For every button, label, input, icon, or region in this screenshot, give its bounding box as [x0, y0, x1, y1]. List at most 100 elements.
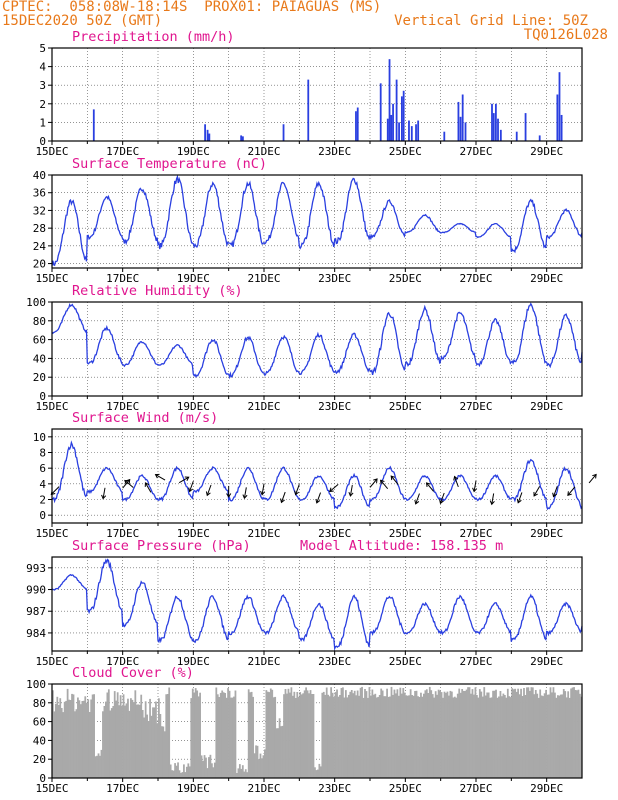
cloud-bar: [509, 697, 512, 778]
cloud-bar: [423, 693, 425, 778]
precip-bar: [379, 83, 382, 141]
plot-frame: [51, 47, 583, 142]
wind-arrow: [242, 487, 248, 500]
cloud-bar: [90, 699, 93, 778]
cloud-bar: [265, 690, 268, 778]
cloud-bar: [185, 766, 188, 778]
cloud-bar: [415, 690, 418, 778]
cloud-bar: [365, 691, 368, 778]
cloud-bar: [203, 755, 206, 778]
cloud-bar: [305, 687, 307, 778]
cloud-bar: [146, 714, 148, 778]
cloud-bar: [502, 693, 505, 778]
x-tick-label: 17DEC: [106, 655, 139, 668]
wind-arrow: [144, 482, 152, 493]
cloud-bar: [384, 696, 387, 778]
y-tick-label: 60: [33, 716, 46, 729]
panel-title: Surface Wind (m/s): [72, 410, 218, 426]
cloud-bar: [158, 698, 160, 778]
precip-bar: [408, 120, 410, 141]
cloud-bar: [464, 691, 466, 778]
precip-bar: [355, 111, 357, 141]
x-tick-label: 29DEC: [530, 782, 563, 795]
cloud-bar: [54, 704, 57, 778]
cloud-bar: [536, 693, 539, 778]
plot-frame: [51, 683, 583, 779]
cloud-bar: [171, 770, 174, 778]
cloud-bar: [400, 693, 403, 778]
cloud-bar: [467, 687, 469, 778]
cloud-bar: [529, 690, 531, 778]
precip-bar: [410, 126, 413, 141]
cloud-bar: [197, 696, 200, 778]
cloud-bar: [230, 697, 232, 778]
cloud-bar: [533, 694, 536, 778]
cloud-bar: [271, 689, 274, 778]
cloud-bar: [221, 690, 224, 778]
cloud-bar: [69, 700, 72, 778]
cloud-bar: [262, 755, 265, 778]
x-tick-label: 27DEC: [459, 400, 492, 413]
wind-arrow: [124, 479, 134, 488]
cloud-bar: [156, 723, 159, 778]
y-tick-label: 80: [33, 697, 46, 710]
series-line: [51, 302, 583, 380]
wind-arrow: [414, 493, 420, 505]
cloud-bar: [193, 692, 196, 778]
cloud-bar: [325, 687, 328, 778]
cloud-bar: [312, 694, 315, 778]
cloud-bar: [159, 714, 162, 778]
cloud-bar: [417, 696, 419, 778]
x-tick-label: 17DEC: [106, 400, 139, 413]
cloud-bar: [378, 695, 381, 778]
precip-bar: [556, 94, 559, 141]
cloud-bar: [362, 697, 365, 778]
cloud-bar: [334, 692, 337, 778]
cloud-bar: [291, 695, 294, 778]
cloud-bar: [392, 694, 394, 778]
precip-bar: [499, 129, 502, 141]
precip-bar: [491, 103, 493, 141]
cloud-bar: [393, 689, 396, 778]
cloud-bar: [135, 704, 138, 778]
cloud-bar: [97, 753, 100, 778]
cloud-bar: [177, 762, 179, 778]
cloud-bar: [561, 694, 564, 778]
cloud-bar: [546, 694, 549, 778]
cloud-bar: [453, 696, 456, 778]
cloud-bar: [340, 688, 343, 778]
cloud-bar: [549, 687, 552, 778]
cloud-bar: [486, 692, 489, 778]
cloud-bar: [258, 759, 260, 778]
cloud-bar: [480, 691, 483, 778]
wind-arrow: [533, 486, 541, 497]
cloud-bar: [375, 697, 378, 778]
cloud-bar: [543, 693, 546, 778]
cloud-bar: [370, 695, 372, 778]
cloud-bar: [430, 690, 433, 778]
cloud-bar: [236, 773, 238, 778]
cloud-bar: [202, 760, 204, 778]
cloud-bar: [577, 689, 580, 778]
wind-arrow: [280, 491, 286, 504]
cloud-bar: [208, 757, 210, 778]
y-tick-label: 2: [39, 494, 46, 507]
cloud-bar: [249, 692, 252, 778]
series-line: [51, 558, 583, 651]
wind-arrow: [188, 480, 194, 493]
cloud-bar: [225, 697, 228, 778]
x-tick-label: 23DEC: [318, 527, 351, 540]
cloud-bar: [66, 688, 69, 778]
cloud-bar: [399, 687, 402, 778]
x-tick-label: 25DEC: [389, 655, 422, 668]
cloud-bar: [278, 718, 281, 778]
cloud-bar: [331, 692, 334, 778]
header-line1: CPTEC: 058:08W-18:14S PROX01: PAIAGUAS (…: [2, 0, 382, 15]
cloud-bar: [421, 696, 424, 778]
cloud-bar: [452, 697, 455, 778]
wind-arrow: [294, 484, 300, 496]
cloud-bar: [71, 693, 73, 778]
cloud-bar: [300, 694, 303, 778]
wind-arrow: [516, 492, 523, 504]
cloud-bar: [266, 691, 269, 778]
